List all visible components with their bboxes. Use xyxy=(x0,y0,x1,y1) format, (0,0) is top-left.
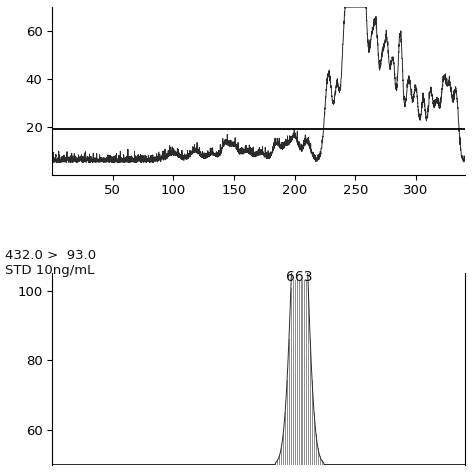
Text: 663: 663 xyxy=(286,270,313,283)
Text: 432.0 >  93.0
STD 10ng/mL: 432.0 > 93.0 STD 10ng/mL xyxy=(5,249,96,277)
